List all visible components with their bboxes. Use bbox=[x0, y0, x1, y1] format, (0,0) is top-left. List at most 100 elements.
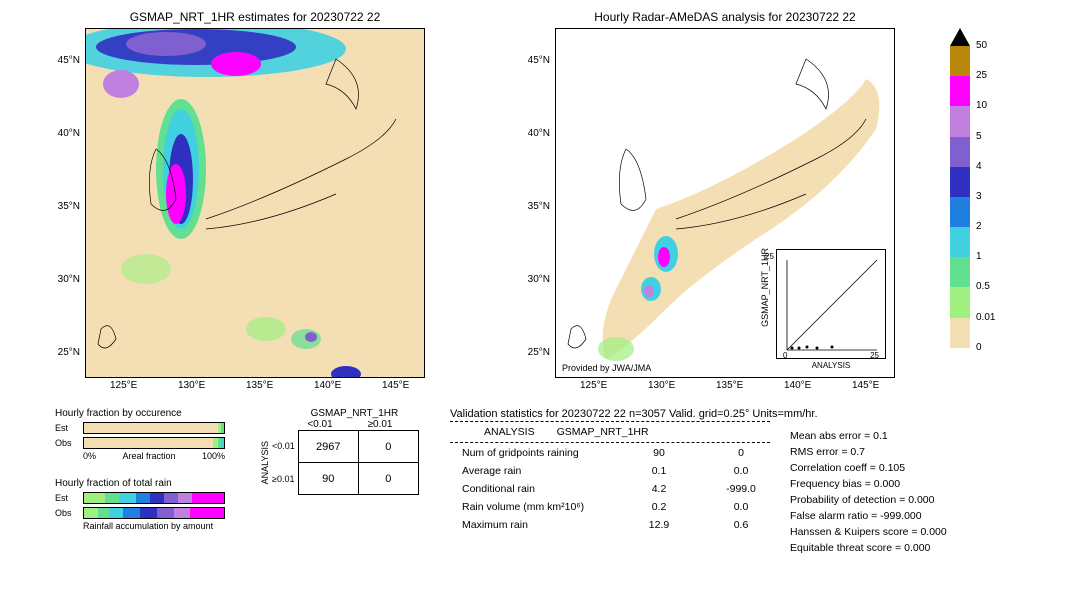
cont-cell-01: 0 bbox=[358, 431, 418, 463]
bar-seg bbox=[119, 493, 136, 503]
bar-seg bbox=[192, 493, 224, 503]
bar-row: Est bbox=[55, 421, 225, 435]
bar-seg bbox=[109, 508, 123, 518]
cont-title: GSMAP_NRT_1HR bbox=[290, 408, 419, 419]
val-a: 0.1 bbox=[624, 463, 694, 479]
colorbar-label: 10 bbox=[976, 100, 987, 111]
bar-track bbox=[83, 507, 225, 519]
bar-row-label: Obs bbox=[55, 438, 83, 448]
metrics-list: Mean abs error = 0.1RMS error = 0.7Corre… bbox=[790, 428, 947, 556]
bar-seg bbox=[105, 493, 119, 503]
colorbar-seg bbox=[950, 46, 970, 76]
colorbar-seg bbox=[950, 257, 970, 287]
val-label: Maximum rain bbox=[452, 517, 622, 533]
colorbar-seg bbox=[950, 167, 970, 197]
val-label: Average rain bbox=[452, 463, 622, 479]
colorbar: 502510543210.50.010 bbox=[950, 28, 970, 348]
bar-seg bbox=[157, 508, 174, 518]
colorbar-seg bbox=[950, 197, 970, 227]
table-row: Num of gridpoints raining900 bbox=[452, 445, 786, 461]
axis-tick: 145°E bbox=[382, 380, 409, 391]
metric-line: Frequency bias = 0.000 bbox=[790, 476, 947, 492]
metric-line: False alarm ratio = -999.000 bbox=[790, 508, 947, 524]
axis-tick: 40°N bbox=[520, 128, 550, 139]
val-label: Rain volume (mm km²10⁶) bbox=[452, 499, 622, 515]
val-b: 0.0 bbox=[696, 463, 786, 479]
colorbar-label: 5 bbox=[976, 131, 982, 142]
bar-seg bbox=[123, 508, 140, 518]
bar-seg bbox=[136, 493, 150, 503]
bar-row: Est bbox=[55, 491, 225, 505]
table-row: Average rain0.10.0 bbox=[452, 463, 786, 479]
val-a: 90 bbox=[624, 445, 694, 461]
bar-row: Obs bbox=[55, 436, 225, 450]
colorbar-label: 0.5 bbox=[976, 281, 990, 292]
table-row: Rain volume (mm km²10⁶)0.20.0 bbox=[452, 499, 786, 515]
axis-tick: 125°E bbox=[580, 380, 607, 391]
bar-row-label: Est bbox=[55, 423, 83, 433]
colorbar-seg bbox=[950, 287, 970, 317]
bar-row-label: Est bbox=[55, 493, 83, 503]
occ-x0: 0% bbox=[83, 451, 96, 461]
axis-tick: 25°N bbox=[520, 347, 550, 358]
bar-row-label: Obs bbox=[55, 508, 83, 518]
validation-title: Validation statistics for 20230722 22 n=… bbox=[450, 408, 818, 420]
axis-tick: 125°E bbox=[110, 380, 137, 391]
cont-yaxis: ANALYSIS bbox=[260, 441, 270, 484]
right-map-title: Hourly Radar-AMeDAS analysis for 2023072… bbox=[555, 10, 895, 24]
bar-seg bbox=[140, 508, 157, 518]
colorbar-label: 2 bbox=[976, 221, 982, 232]
axis-tick: 140°E bbox=[784, 380, 811, 391]
cont-cell-10: 90 bbox=[298, 463, 358, 495]
val-b: 0.6 bbox=[696, 517, 786, 533]
colorbar-label: 4 bbox=[976, 161, 982, 172]
bar-track bbox=[83, 437, 225, 449]
axis-tick: 30°N bbox=[50, 274, 80, 285]
inset-xlabel: ANALYSIS bbox=[777, 361, 885, 370]
bar-seg bbox=[221, 423, 224, 433]
metric-line: Mean abs error = 0.1 bbox=[790, 428, 947, 444]
hourly-occurrence: Hourly fraction by occurence Est Obs 0% A… bbox=[55, 408, 225, 461]
bar-track bbox=[83, 422, 225, 434]
axis-tick: 40°N bbox=[50, 128, 80, 139]
occ-x1: 100% bbox=[202, 451, 225, 461]
val-colA: ANALYSIS bbox=[474, 424, 545, 440]
bar-seg bbox=[84, 438, 213, 448]
colorbar-label: 3 bbox=[976, 191, 982, 202]
val-label: Conditional rain bbox=[452, 481, 622, 497]
val-a: 4.2 bbox=[624, 481, 694, 497]
bar-seg bbox=[178, 493, 192, 503]
axis-tick: 130°E bbox=[648, 380, 675, 391]
bar-seg bbox=[221, 438, 224, 448]
colorbar-seg bbox=[950, 106, 970, 136]
metric-line: Correlation coeff = 0.105 bbox=[790, 460, 947, 476]
axis-tick: 145°E bbox=[852, 380, 879, 391]
occ-xlabel: Areal fraction bbox=[122, 451, 175, 461]
cont-col0: <0.01 bbox=[290, 419, 350, 430]
cont-col1: ≥0.01 bbox=[350, 419, 410, 430]
colorbar-seg bbox=[950, 227, 970, 257]
left-map-title: GSMAP_NRT_1HR estimates for 20230722 22 bbox=[85, 10, 425, 24]
bar-seg bbox=[190, 508, 224, 518]
val-b: 0 bbox=[696, 445, 786, 461]
metric-line: RMS error = 0.7 bbox=[790, 444, 947, 460]
table-row: Maximum rain12.90.6 bbox=[452, 517, 786, 533]
colorbar-label: 0.01 bbox=[976, 312, 995, 323]
colorbar-label: 1 bbox=[976, 251, 982, 262]
val-a: 0.2 bbox=[624, 499, 694, 515]
colorbar-seg bbox=[950, 137, 970, 167]
hourly-occurrence-title: Hourly fraction by occurence bbox=[55, 408, 225, 419]
axis-tick: 30°N bbox=[520, 274, 550, 285]
val-b: -999.0 bbox=[696, 481, 786, 497]
hourly-total-caption: Rainfall accumulation by amount bbox=[83, 521, 225, 531]
colorbar-label: 0 bbox=[976, 342, 982, 353]
map-attribution: Provided by JWA/JMA bbox=[562, 363, 651, 373]
val-b: 0.0 bbox=[696, 499, 786, 515]
table-row: Conditional rain4.2-999.0 bbox=[452, 481, 786, 497]
axis-tick: 35°N bbox=[50, 201, 80, 212]
cont-cell-00: 2967 bbox=[298, 431, 358, 463]
cont-cell-11: 0 bbox=[358, 463, 418, 495]
inset-ylabel: GSMAP_NRT_1HR bbox=[760, 248, 770, 327]
colorbar-label: 25 bbox=[976, 70, 987, 81]
axis-tick: 45°N bbox=[520, 55, 550, 66]
